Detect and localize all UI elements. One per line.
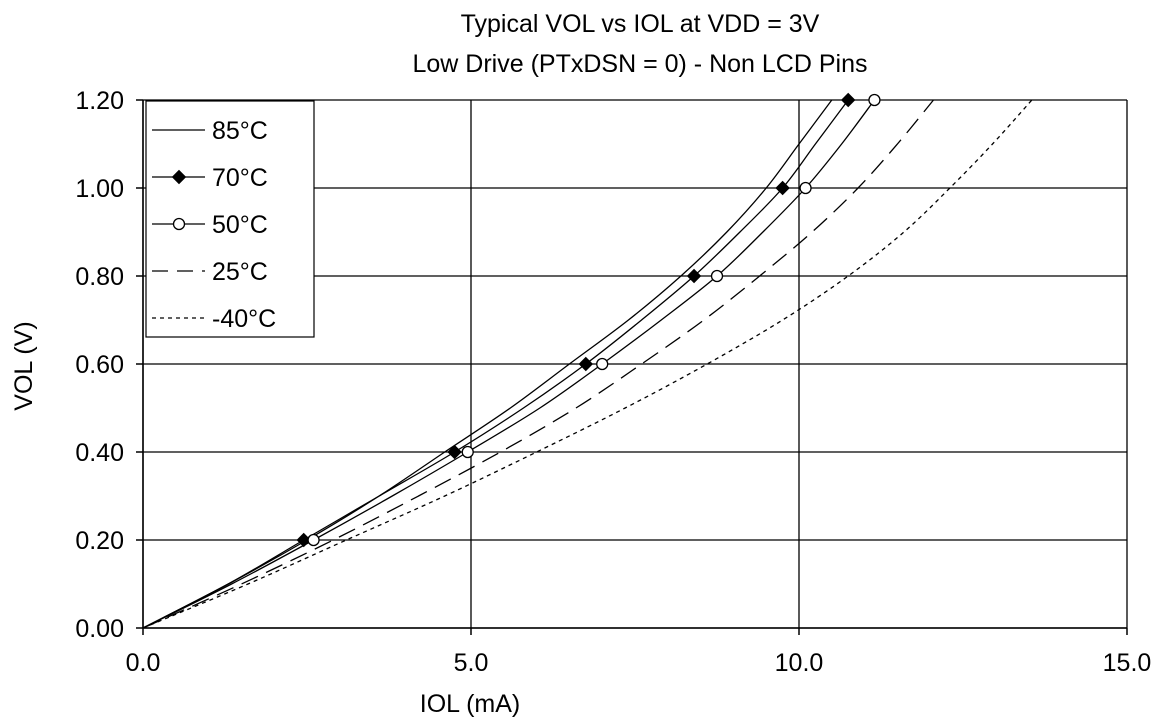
y-tick-label: 0.60 bbox=[75, 351, 124, 379]
series-line-4 bbox=[142, 99, 1033, 629]
legend-label-2: 50°C bbox=[212, 211, 268, 239]
chart-subtitle: Low Drive (PTxDSN = 0) - Non LCD Pins bbox=[413, 50, 868, 78]
marker-50c bbox=[307, 533, 320, 547]
marker-70c bbox=[686, 268, 702, 284]
legend-label-0: 85°C bbox=[212, 117, 268, 145]
y-tick-label: 1.20 bbox=[75, 87, 124, 115]
x-tick-label: 15.0 bbox=[1103, 649, 1152, 677]
x-tick-label: 10.0 bbox=[775, 649, 824, 677]
marker-50c bbox=[868, 93, 881, 107]
legend-marker-70c bbox=[171, 169, 187, 185]
marker-50c bbox=[461, 445, 474, 459]
legend: 85°C 70°C 50°C 25°C -40°C bbox=[145, 100, 315, 338]
marker-70c bbox=[775, 180, 790, 196]
marker-70c bbox=[578, 356, 594, 372]
marker-70c bbox=[840, 92, 856, 108]
legend-marker-50c bbox=[172, 217, 186, 231]
y-tick-label: 0.40 bbox=[75, 439, 124, 467]
series-line-1 bbox=[142, 99, 849, 629]
legend-box bbox=[145, 100, 315, 338]
marker-70c bbox=[447, 444, 462, 460]
legend-label-1: 70°C bbox=[212, 164, 268, 192]
marker-50c bbox=[799, 181, 812, 195]
series-line-0 bbox=[142, 99, 833, 629]
y-tick-label: 1.00 bbox=[75, 175, 124, 203]
x-axis-label: IOL (mA) bbox=[420, 690, 520, 718]
y-tick-label: 0.00 bbox=[75, 615, 124, 643]
y-tick-label: 0.20 bbox=[75, 527, 124, 555]
marker-50c bbox=[710, 269, 724, 283]
legend-label-4: -40°C bbox=[212, 305, 276, 333]
x-tick-label: 5.0 bbox=[454, 649, 489, 677]
x-tick-label: 0.0 bbox=[126, 649, 161, 677]
series-line-3 bbox=[142, 99, 934, 629]
y-tick-labels: 0.00 0.20 0.40 0.60 0.80 1.00 1.20 bbox=[75, 87, 124, 643]
marker-50c bbox=[596, 357, 609, 371]
y-tick-label: 0.80 bbox=[75, 263, 124, 291]
legend-label-3: 25°C bbox=[212, 258, 268, 286]
marker-layer bbox=[296, 92, 881, 548]
axes bbox=[136, 99, 1128, 635]
x-tick-labels: 0.0 5.0 10.0 15.0 bbox=[126, 649, 1152, 677]
y-axis-label: VOL (V) bbox=[10, 321, 38, 410]
chart-title: Typical VOL vs IOL at VDD = 3V bbox=[461, 10, 820, 38]
